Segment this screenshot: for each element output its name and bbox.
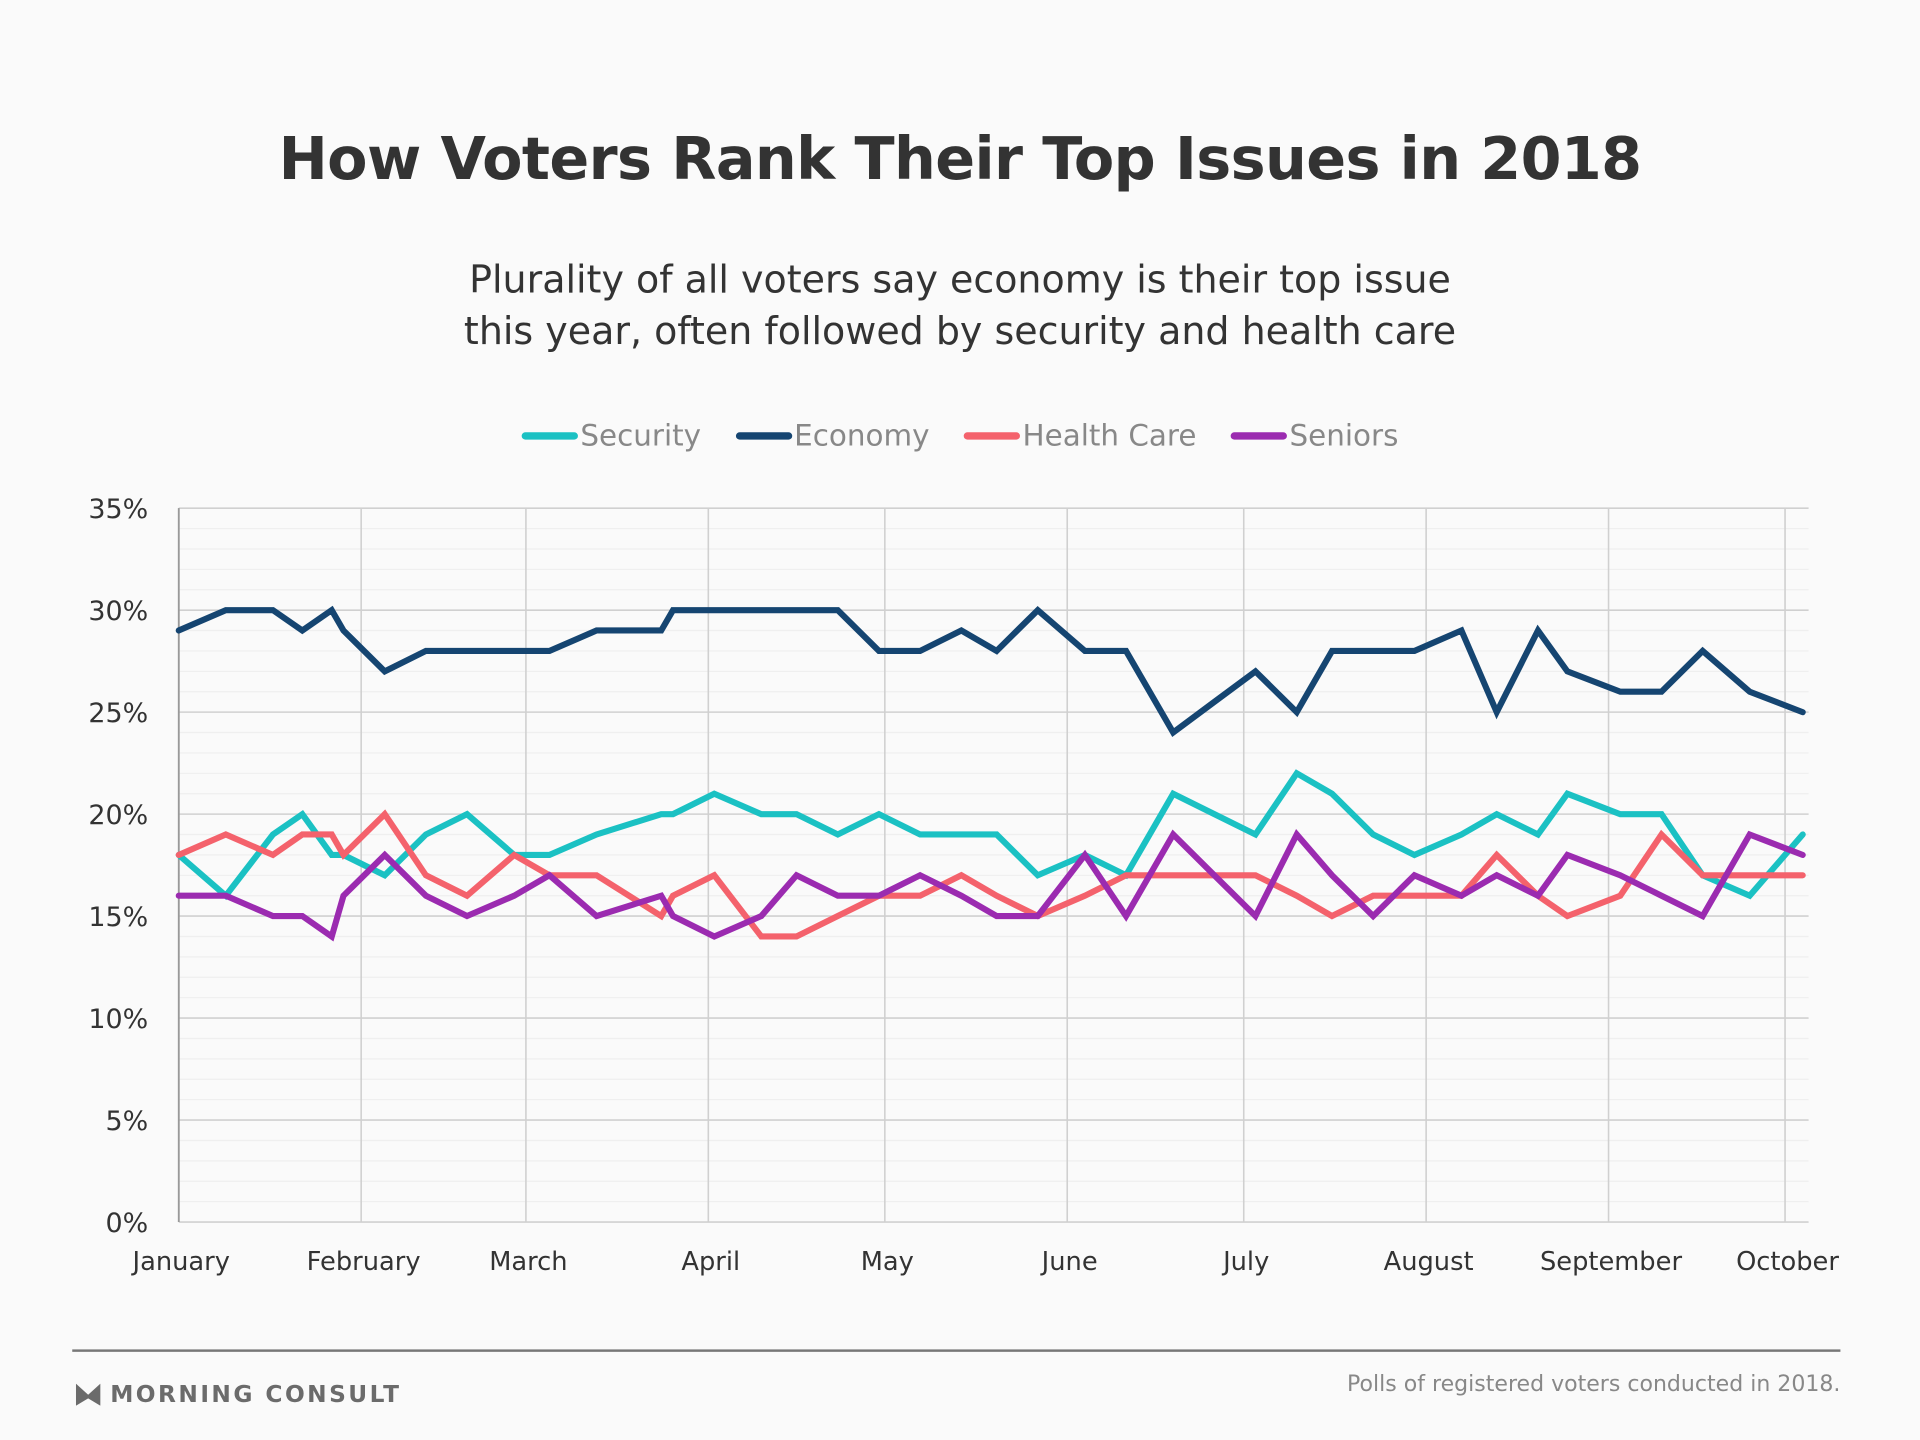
y-tick-label: 10% — [88, 1004, 148, 1035]
footer-divider — [72, 1349, 1841, 1352]
legend-label: Security — [580, 418, 702, 454]
legend-label: Health Care — [1022, 418, 1197, 454]
brand-logo: MORNING CONSULT — [75, 1381, 402, 1409]
legend-label: Seniors — [1289, 418, 1399, 454]
y-tick-label: 15% — [88, 902, 148, 933]
series-line-security — [175, 769, 1806, 901]
legend-item-security: Security — [521, 418, 702, 454]
legend-swatch — [521, 432, 578, 440]
series-line-economy — [175, 605, 1806, 738]
series-line-seniors — [175, 829, 1806, 942]
y-tick-label: 35% — [88, 494, 148, 525]
legend-label: Economy — [794, 418, 930, 454]
y-tick-label: 20% — [88, 800, 148, 831]
legend-item-health-care: Health Care — [963, 418, 1197, 454]
legend-item-seniors: Seniors — [1230, 418, 1399, 454]
x-tick-label: March — [489, 1247, 567, 1277]
x-tick-label: August — [1384, 1247, 1474, 1277]
source-note: Polls of registered voters conducted in … — [1347, 1371, 1841, 1398]
x-tick-label: October — [1736, 1247, 1839, 1277]
brand-name: MORNING CONSULT — [110, 1381, 402, 1409]
y-tick-label: 25% — [88, 698, 148, 729]
y-tick-label: 0% — [105, 1208, 148, 1239]
series-line-health-care — [175, 809, 1806, 940]
x-tick-label: July — [1221, 1247, 1269, 1277]
x-tick-label: May — [861, 1247, 914, 1277]
subtitle-line-2: this year, often followed by security an… — [463, 309, 1457, 354]
legend-swatch — [735, 432, 792, 440]
legend-swatch — [963, 432, 1021, 440]
legend-item-economy: Economy — [735, 419, 929, 453]
x-tick-label: April — [681, 1247, 740, 1277]
x-tick-label: February — [307, 1247, 421, 1277]
y-tick-label: 30% — [88, 596, 148, 627]
legend: Security Economy Health Care Seniors — [0, 419, 1920, 453]
chart-subtitle: Plurality of all voters say economy is t… — [0, 255, 1920, 358]
subtitle-line-1: Plurality of all voters say economy is t… — [469, 258, 1451, 303]
legend-swatch — [1230, 432, 1288, 440]
chart-title: How Voters Rank Their Top Issues in 2018 — [278, 124, 1642, 194]
morning-consult-logo-icon — [75, 1383, 101, 1406]
x-tick-label: September — [1540, 1247, 1683, 1277]
x-tick-label: January — [130, 1247, 229, 1277]
x-tick-label: June — [1040, 1247, 1098, 1277]
y-tick-label: 5% — [105, 1106, 148, 1137]
